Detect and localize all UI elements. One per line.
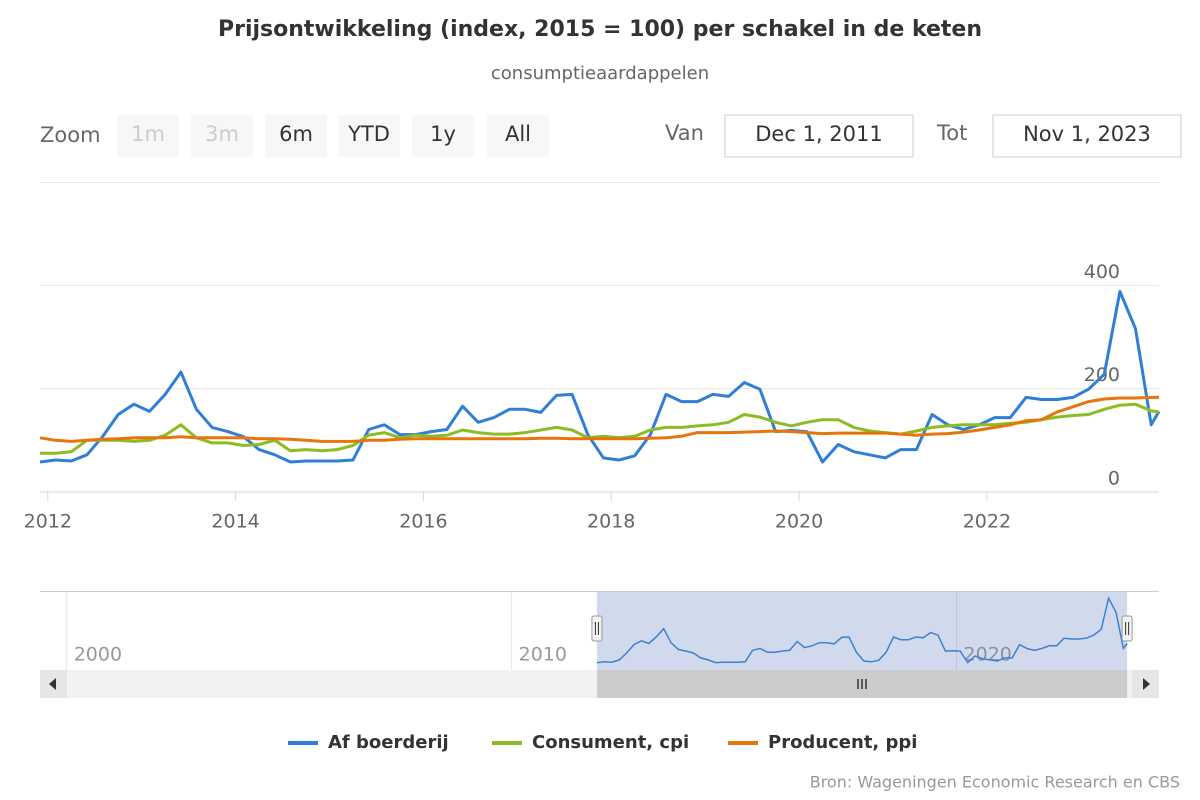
x-tick-label: 2020 xyxy=(775,511,823,533)
scrollbar-left-arrow xyxy=(49,678,56,690)
navigator-tick-label: 2010 xyxy=(519,644,567,666)
series-line xyxy=(39,395,1159,443)
from-label: Van xyxy=(665,121,704,145)
from-input[interactable] xyxy=(724,114,914,158)
range-button-label[interactable]: YTD xyxy=(347,122,390,146)
range-button-label[interactable]: All xyxy=(505,122,531,146)
range-button[interactable] xyxy=(338,115,400,157)
legend-label[interactable]: Consument, cpi xyxy=(532,732,689,753)
navigator-selection[interactable] xyxy=(596,592,1128,670)
range-button xyxy=(117,115,179,157)
chart-title: Prijsontwikkeling (index, 2015 = 100) pe… xyxy=(218,17,982,42)
navigator-handle[interactable] xyxy=(1121,615,1133,642)
x-tick-label: 2014 xyxy=(211,511,259,533)
scrollbar-right-arrow xyxy=(1143,678,1150,690)
navigator-handle[interactable] xyxy=(591,615,603,642)
legend-label[interactable]: Producent, ppi xyxy=(768,732,917,753)
range-button[interactable] xyxy=(487,115,549,157)
series-line xyxy=(40,402,1160,455)
chart-subtitle: consumptieaardappelen xyxy=(491,63,709,84)
range-button xyxy=(191,115,253,157)
y-tick-label: 0 xyxy=(1108,468,1120,490)
x-tick-label: 2016 xyxy=(399,511,447,533)
x-tick-label: 2012 xyxy=(24,511,72,533)
navigator-line xyxy=(596,596,1128,664)
x-tick-label: 2018 xyxy=(587,511,635,533)
from-date[interactable]: Dec 1, 2011 xyxy=(755,122,882,146)
zoom-label: Zoom xyxy=(40,123,101,147)
legend-label[interactable]: Af boerderij xyxy=(328,732,449,753)
x-tick-label: 2022 xyxy=(963,511,1011,533)
to-label: Tot xyxy=(936,121,967,145)
to-date[interactable]: Nov 1, 2023 xyxy=(1023,122,1151,146)
range-button[interactable] xyxy=(412,115,474,157)
range-button-label[interactable]: 1y xyxy=(430,122,456,146)
navigator-tick-label: 2000 xyxy=(74,644,122,666)
y-tick-label: 400 xyxy=(1084,261,1120,283)
range-button-label[interactable]: 6m xyxy=(279,122,313,146)
range-button[interactable] xyxy=(265,115,327,157)
range-button-label: 1m xyxy=(131,122,165,146)
range-button-label: 3m xyxy=(205,122,239,146)
credits: Bron: Wageningen Economic Research en CB… xyxy=(810,773,1180,792)
to-input[interactable] xyxy=(992,114,1182,158)
